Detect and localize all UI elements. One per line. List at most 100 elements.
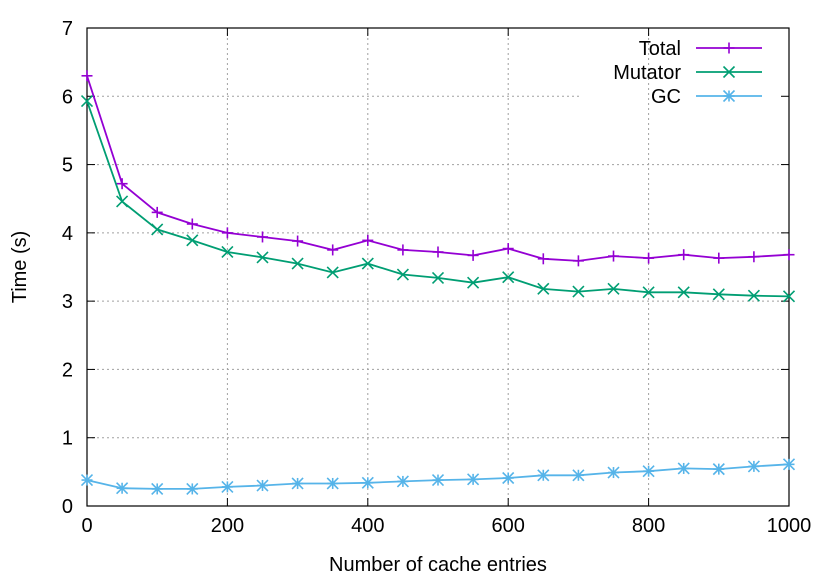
data-point-gc — [361, 476, 374, 489]
data-point-gc — [291, 477, 304, 490]
marker-stroke — [712, 463, 725, 476]
data-point-total — [572, 255, 584, 267]
plot-frame — [86, 27, 790, 507]
data-point-gc — [712, 463, 725, 476]
marker-stroke — [431, 271, 445, 284]
marker-stroke — [221, 480, 234, 493]
marker-stroke — [722, 89, 736, 103]
y-tick-label: 1 — [62, 428, 73, 450]
marker-stroke — [396, 475, 409, 488]
marker-stroke — [642, 465, 655, 478]
marker-stroke — [396, 268, 409, 281]
marker-stroke — [572, 285, 585, 298]
data-point-total — [502, 243, 514, 255]
data-point-mutator — [502, 271, 515, 284]
marker-stroke — [747, 289, 760, 302]
data-point-gc — [502, 471, 515, 485]
data-point-total — [678, 249, 690, 261]
data-point-total — [397, 244, 409, 256]
data-point-total — [327, 244, 339, 256]
x-tick-label: 600 — [492, 515, 525, 537]
marker-stroke — [467, 276, 480, 289]
x-tick-label: 800 — [632, 515, 665, 537]
marker-stroke — [326, 477, 339, 490]
grid-lines — [87, 28, 789, 506]
data-point-gc — [186, 482, 199, 495]
data-point-total — [537, 253, 549, 265]
marker-stroke — [116, 482, 129, 495]
data-point-total — [221, 227, 233, 239]
x-tick-label: 0 — [81, 515, 92, 537]
marker-stroke — [256, 251, 269, 264]
series-layer — [80, 70, 796, 495]
data-point-mutator — [361, 257, 374, 270]
marker-stroke — [221, 245, 234, 259]
data-point-total — [608, 250, 619, 262]
marker-stroke — [502, 271, 515, 284]
data-point-total — [643, 252, 655, 264]
data-point-total — [151, 206, 163, 218]
legend-marker-gc — [722, 89, 736, 103]
marker-stroke — [782, 290, 796, 303]
marker-stroke — [256, 479, 269, 492]
marker-stroke — [467, 473, 480, 486]
data-point-mutator — [116, 195, 129, 208]
data-point-gc — [467, 473, 480, 486]
marker-stroke — [642, 286, 655, 299]
marker-stroke — [747, 460, 760, 473]
marker-stroke — [782, 458, 796, 471]
data-point-gc — [642, 465, 655, 478]
data-point-total — [292, 235, 304, 247]
y-tick-label: 6 — [62, 86, 73, 108]
marker-stroke — [712, 288, 725, 301]
series-line-mutator — [86, 100, 790, 298]
data-point-total — [362, 234, 374, 246]
data-point-mutator — [256, 251, 269, 264]
x-tick-label: 1000 — [767, 515, 812, 537]
data-point-gc — [782, 458, 796, 471]
data-point-gc — [80, 473, 94, 487]
data-point-gc — [256, 479, 269, 492]
marker-stroke — [151, 482, 164, 495]
x-tick-label: 200 — [211, 515, 244, 537]
data-point-mutator — [291, 257, 304, 270]
data-point-mutator — [151, 223, 164, 236]
y-tick-label: 0 — [62, 496, 73, 518]
marker-stroke — [537, 469, 550, 482]
marker-stroke — [151, 223, 164, 236]
data-point-mutator — [712, 288, 725, 301]
data-point-gc — [326, 477, 339, 490]
marker-stroke — [80, 95, 94, 108]
data-point-gc — [572, 469, 585, 482]
data-point-mutator — [642, 286, 655, 299]
marker-stroke — [291, 257, 304, 270]
marker-stroke — [291, 477, 304, 490]
marker-stroke — [607, 282, 620, 295]
marker-stroke — [186, 234, 199, 247]
data-point-mutator — [782, 290, 796, 303]
y-tick-label: 5 — [62, 155, 73, 177]
y-tick-label: 2 — [62, 359, 73, 381]
data-point-total — [467, 249, 479, 261]
data-point-mutator — [326, 266, 339, 279]
y-tick-label: 3 — [62, 291, 73, 313]
data-point-mutator — [80, 95, 94, 108]
data-point-gc — [151, 482, 164, 495]
marker-stroke — [326, 266, 339, 279]
marker-stroke — [722, 65, 736, 79]
legend-label-total: Total — [639, 38, 681, 60]
data-point-total — [748, 251, 760, 263]
axis-ticks: 0 200 400 600 800 1000 0 1 2 3 4 5 6 7 — [62, 18, 811, 537]
data-point-gc — [537, 469, 550, 482]
marker-stroke — [116, 195, 129, 208]
data-point-total — [186, 218, 198, 230]
data-point-mutator — [572, 285, 585, 298]
marker-stroke — [431, 473, 445, 487]
legend-marker-mutator — [722, 65, 736, 79]
x-axis-label: Number of cache entries — [329, 554, 547, 576]
data-point-total — [81, 70, 93, 82]
marker-stroke — [607, 466, 620, 479]
data-point-mutator — [221, 245, 234, 259]
